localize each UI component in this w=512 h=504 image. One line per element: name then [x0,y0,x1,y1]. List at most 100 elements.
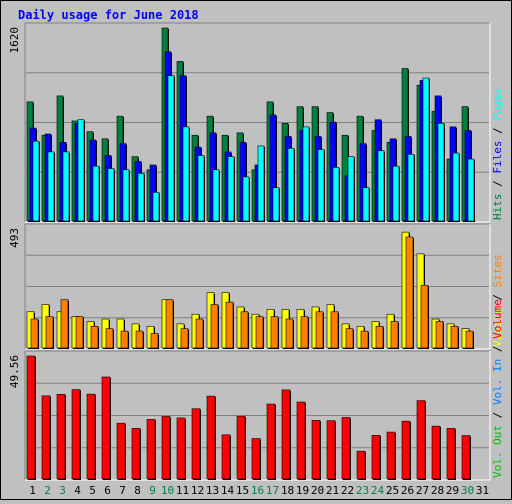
bar-volume [161,416,171,480]
x-tick-label: 17 [266,484,279,497]
bar-pages [227,156,235,222]
bar-volume [221,434,231,480]
legend-separator: / [491,405,504,425]
x-tick-label: 27 [416,484,429,497]
x-tick-label: 31 [476,484,489,497]
bar-volume [236,415,246,480]
bar-volume [446,428,456,480]
x-tick-label: 26 [401,484,414,497]
panel-visits-sites-max-label: 493 [8,228,21,248]
bar-volume [146,419,156,480]
bar-sites [150,333,159,349]
x-tick-label: 13 [206,484,219,497]
bar-volume [356,450,366,480]
x-tick-label: 25 [386,484,399,497]
x-tick-label: 4 [74,484,81,497]
legend-label: Files [491,141,504,174]
x-tick-label: 9 [149,484,156,497]
bar-sites [435,321,444,349]
legend-label: Visits [491,307,504,347]
panel-volume-max-label: 49.56 [8,355,21,388]
bar-volume [401,420,411,480]
bar-pages [197,155,205,222]
bar-pages [182,126,190,222]
bar-sites [375,325,384,349]
bar-sites [390,321,399,349]
bar-sites [240,311,249,349]
bar-volume [371,435,381,480]
bar-sites [120,330,129,349]
bar-sites [420,284,429,349]
bar-sites [330,311,339,349]
bar-sites [405,236,414,349]
bar-volume [341,417,351,480]
bar-volume [101,376,111,480]
legend-separator: / [491,174,504,194]
bar-pages [422,77,430,222]
bar-volume [26,355,36,480]
x-tick-label: 2 [44,484,51,497]
bar-sites [255,316,264,349]
bar-volume [251,438,261,480]
bar-pages [287,148,295,222]
x-tick-label: 5 [89,484,96,497]
bar-volume [176,417,186,480]
x-tick-label: 15 [236,484,249,497]
bar-volume [116,422,126,480]
bar-pages [242,176,250,222]
x-tick-label: 18 [281,484,294,497]
bar-sites [225,301,234,349]
bar-pages [317,149,325,222]
bar-pages [347,156,355,222]
bar-volume [431,425,441,480]
bar-pages [47,151,55,222]
bar-volume [386,431,396,480]
legend-separator: / [491,339,504,359]
bar-sites [135,330,144,349]
bar-pages [122,169,130,222]
x-tick-label: 20 [311,484,324,497]
bar-volume [56,394,66,480]
bar-pages [302,126,310,222]
x-tick-label: 24 [371,484,385,497]
bar-pages [77,119,85,222]
bar-volume [416,400,426,480]
bar-pages [152,192,160,222]
x-tick-label: 14 [221,484,235,497]
bar-pages [92,165,100,222]
bar-volume [71,389,81,480]
legend-label: Vol. In [491,359,504,405]
bar-volume [206,395,216,480]
bar-sites [345,328,354,349]
bar-sites [165,299,174,349]
x-tick-label: 10 [161,484,174,497]
bar-pages [467,158,475,222]
legend-label: Hits [491,194,504,221]
chart-title: Daily usage for June 2018 [18,8,199,22]
bar-pages [212,169,220,222]
bar-pages [167,75,175,222]
bar-volume [41,395,51,480]
bar-sites [105,328,114,349]
bar-pages [62,151,70,222]
bar-volume [281,389,291,480]
bar-pages [377,150,385,222]
bar-volume [131,428,141,480]
bar-volume [296,401,306,480]
panel-volume-legend: Vol. Out / Vol. In / Volume [491,299,504,478]
x-tick-label: 19 [296,484,309,497]
x-tick-label: 29 [446,484,459,497]
legend-label: Pages [491,88,504,121]
bar-pages [437,123,445,222]
bar-sites [450,325,459,349]
bar-volume [461,435,471,480]
legend-label: Vol. Out [491,425,504,478]
bar-sites [285,318,294,349]
x-tick-label: 11 [176,484,189,497]
bar-sites [210,304,219,349]
bar-sites [30,318,39,349]
legend-label: Volume [491,299,504,339]
bar-pages [32,140,40,222]
bar-pages [107,168,115,222]
